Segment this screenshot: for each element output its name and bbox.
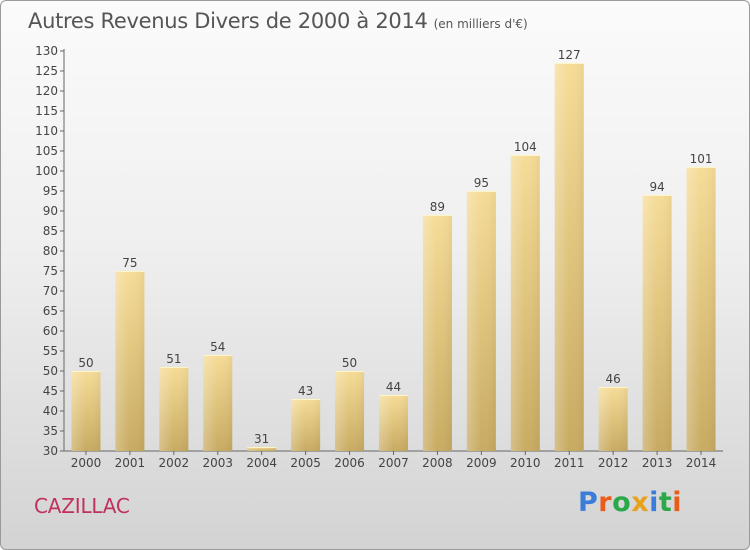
bar-shine [247,447,277,451]
x-tick-label: 2008 [422,456,453,470]
y-tick-label: 100 [35,164,58,178]
x-tick-label: 2001 [115,456,146,470]
logo-letter: o [612,487,632,518]
x-tick-label: 2003 [202,456,233,470]
y-tick-label: 30 [43,444,58,458]
y-tick-label: 80 [43,244,58,258]
x-tick-label: 2004 [246,456,277,470]
data-label: 101 [690,152,713,166]
chart-title-block: Autres Revenus Divers de 2000 à 2014 (en … [28,9,528,33]
logo-letter: x [631,487,650,518]
data-label: 89 [430,200,445,214]
data-label: 54 [210,340,225,354]
bar-shine [203,355,233,451]
logo-letter: t [658,487,673,518]
y-tick-label: 130 [35,44,58,58]
y-tick-label: 70 [43,284,58,298]
bars [71,63,716,451]
place-name: CAZILLAC [34,494,130,518]
y-tick-label: 75 [43,264,58,278]
data-label: 31 [254,432,269,446]
data-label: 43 [298,384,313,398]
logo-letter: i [649,487,659,518]
y-tick-label: 110 [35,124,58,138]
data-label: 50 [78,356,93,370]
data-labels: 50 75 51 54 31 43 50 44 89 95 104 127 46 94 101 [78,48,712,446]
bar-shine [642,195,672,451]
bar-shine [466,191,496,451]
bar-shine [510,155,540,451]
y-tick-label: 55 [43,344,58,358]
y-tick-label: 60 [43,324,58,338]
logo-letter: P [578,487,599,518]
y-tick-label: 105 [35,144,58,158]
x-tick-label: 2011 [554,456,585,470]
y-tick-label: 50 [43,364,58,378]
bar-shine [159,367,189,451]
chart-unit: (en milliers d'€) [433,17,528,31]
data-label: 46 [606,372,621,386]
data-label: 94 [649,180,664,194]
bar-shine [554,63,584,451]
y-tick-label: 120 [35,84,58,98]
y-tick-label: 95 [43,184,58,198]
y-tick-label: 90 [43,204,58,218]
data-label: 104 [514,140,537,154]
bar-shine [379,395,408,451]
x-tick-label: 2012 [598,456,629,470]
logo-letter: i [672,487,683,518]
y-tick-label: 40 [43,404,58,418]
data-label: 51 [166,352,181,366]
data-label: 75 [122,256,137,270]
bar-shine [115,271,145,451]
y-tick-label: 125 [35,64,58,78]
x-tick-label: 2005 [290,456,321,470]
bar-shine [335,371,365,451]
x-tick-label: 2002 [159,456,190,470]
x-tick-label: 2010 [510,456,541,470]
y-tick-label: 45 [43,384,58,398]
x-tick-label: 2009 [466,456,497,470]
x-tick-label: 2013 [642,456,673,470]
y-tick-label: 115 [35,104,58,118]
bar-shine [686,167,716,451]
data-label: 50 [342,356,357,370]
y-tick-label: 65 [43,304,58,318]
logo-letter: r [598,487,613,518]
y-tick-label: 85 [43,224,58,238]
chart-title: Autres Revenus Divers de 2000 à 2014 [28,9,428,33]
bar-shine [71,371,101,451]
axes: 30 35 40 45 50 55 60 65 70 75 80 85 90 95 100 105 110 115… [35,44,723,470]
data-label: 44 [386,380,401,394]
x-tick-label: 2000 [71,456,102,470]
proxiti-logo[interactable]: Proxiti [578,487,682,518]
bar-shine [422,215,452,451]
x-tick-label: 2007 [378,456,409,470]
bar-shine [291,399,321,451]
bar-shine [598,387,628,451]
data-label: 127 [558,48,581,62]
x-tick-label: 2014 [686,456,717,470]
y-tick-label: 35 [43,424,58,438]
data-label: 95 [474,176,489,190]
x-tick-label: 2006 [334,456,365,470]
